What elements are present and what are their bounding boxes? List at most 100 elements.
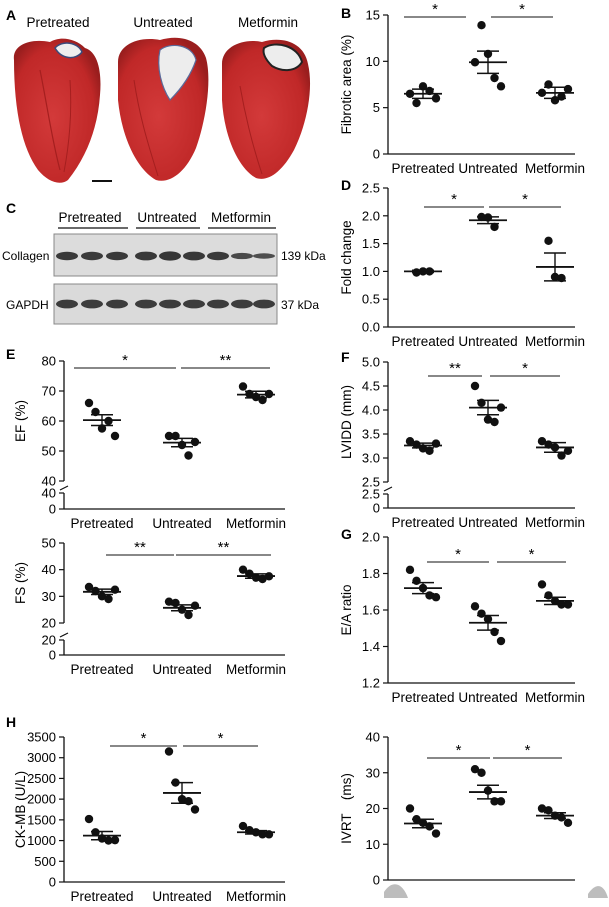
data-point	[563, 818, 573, 827]
y-tick-label: 1500	[27, 812, 56, 827]
data-point	[405, 565, 415, 575]
significance-label: *	[218, 730, 224, 747]
y-tick-label: 3.5	[362, 427, 380, 442]
data-point	[238, 382, 248, 391]
significance-label: **	[220, 352, 232, 369]
y-tick-label: 5	[373, 100, 380, 115]
x-category-label: Metformin	[525, 161, 585, 176]
significance-label: *	[525, 742, 531, 759]
y-tick-label: 0.0	[362, 320, 380, 335]
data-point	[164, 747, 174, 756]
y-axis-label: CK-MB (U/L)	[13, 771, 28, 848]
collagen-band	[159, 251, 181, 261]
x-category-label: Untreated	[152, 662, 211, 677]
y-tick-label: 80	[42, 354, 56, 369]
blot-row-label-collagen: Collagen	[2, 249, 49, 263]
y-axis-label: Fibrotic area (%)	[339, 35, 354, 135]
data-point	[431, 593, 441, 602]
significance-label: **	[218, 539, 230, 556]
y-tick-label: 0	[373, 147, 380, 162]
panel-c-letter: C	[6, 200, 16, 216]
significance-label: *	[432, 1, 438, 18]
data-point	[557, 451, 566, 460]
data-point	[496, 636, 506, 646]
corner-smudges	[384, 884, 608, 898]
y-tick-label: 2.5	[362, 487, 380, 502]
data-point	[490, 73, 499, 83]
y-tick-label: 60	[42, 414, 56, 429]
significance-label: *	[522, 191, 528, 208]
data-point	[496, 82, 506, 91]
gapdh-band	[106, 299, 128, 309]
significance-label: *	[141, 730, 147, 747]
data-point	[490, 222, 499, 232]
y-tick-label: 10	[366, 837, 380, 852]
x-category-label: Untreated	[458, 334, 517, 349]
significance-label: **	[134, 539, 146, 556]
x-category-label: Pretreated	[391, 690, 454, 705]
y-tick-label: 4.0	[362, 403, 380, 418]
data-point	[190, 805, 200, 814]
axis-break-mark	[383, 486, 393, 492]
x-category-label: Pretreated	[391, 515, 454, 530]
x-category-label: Pretreated	[70, 889, 133, 904]
gapdh-band	[253, 299, 275, 309]
blot-row-label-gapdh: GAPDH	[6, 298, 49, 312]
y-tick-label: 0	[49, 648, 56, 663]
y-tick-label: 50	[42, 536, 56, 551]
panel-a-label-untreated: Untreated	[133, 15, 192, 30]
chart-h2: 0 10 20 30 40 IVRT (ms) * *	[339, 730, 575, 888]
panel-letter: F	[341, 349, 350, 365]
y-tick-label: 10	[366, 54, 380, 69]
data-point	[431, 94, 441, 103]
gapdh-band	[81, 299, 103, 309]
data-point	[470, 602, 480, 611]
data-point	[425, 446, 434, 455]
collagen-band	[231, 252, 253, 260]
collagen-bands	[56, 251, 275, 261]
panel-a-label-metformin: Metformin	[238, 15, 298, 30]
y-axis-label: LVIDD (mm)	[339, 385, 354, 459]
data-point	[477, 768, 486, 777]
significance-label: *	[455, 546, 461, 563]
panel-a: A Pretreated Untreated Metformin	[6, 7, 311, 183]
y-tick-label: 2.0	[362, 208, 380, 223]
y-tick-label: 3500	[27, 730, 56, 745]
gapdh-band	[159, 299, 181, 309]
y-tick-label: 0	[373, 501, 380, 516]
data-point	[412, 576, 421, 585]
y-tick-label: 30	[366, 765, 380, 780]
data-point	[563, 600, 573, 609]
data-point	[537, 804, 547, 813]
data-point	[483, 415, 493, 424]
significance-label: **	[449, 360, 461, 377]
panel-a-label-pretreated: Pretreated	[26, 15, 89, 30]
gapdh-band	[231, 299, 253, 309]
x-category-label: Metformin	[525, 334, 585, 349]
significance-label: *	[529, 546, 535, 563]
blot-group-label-metformin: Metformin	[211, 210, 271, 225]
y-axis-label: EF (%)	[13, 400, 28, 442]
collagen-band	[183, 251, 205, 261]
y-tick-label: 15	[366, 8, 380, 23]
data-point	[184, 610, 193, 620]
axis-break-mark	[59, 485, 69, 491]
axis-break-mark	[59, 632, 69, 638]
significance-label: *	[456, 742, 462, 759]
y-tick-label: 0	[373, 873, 380, 888]
y-tick-label: 20	[42, 633, 56, 648]
collagen-band	[81, 251, 103, 261]
panel-letter: E	[6, 346, 15, 362]
data-point	[544, 236, 553, 246]
y-tick-label: 4.5	[362, 379, 380, 394]
y-tick-label: 1.4	[362, 639, 380, 654]
gapdh-band	[183, 299, 205, 309]
data-point	[470, 764, 480, 774]
blot-kda-collagen: 139 kDa	[281, 249, 326, 263]
x-category-label: Pretreated	[70, 516, 133, 531]
y-tick-label: 40	[42, 562, 56, 577]
x-category-label: Metformin	[226, 516, 286, 531]
y-tick-label: 30	[42, 589, 56, 604]
